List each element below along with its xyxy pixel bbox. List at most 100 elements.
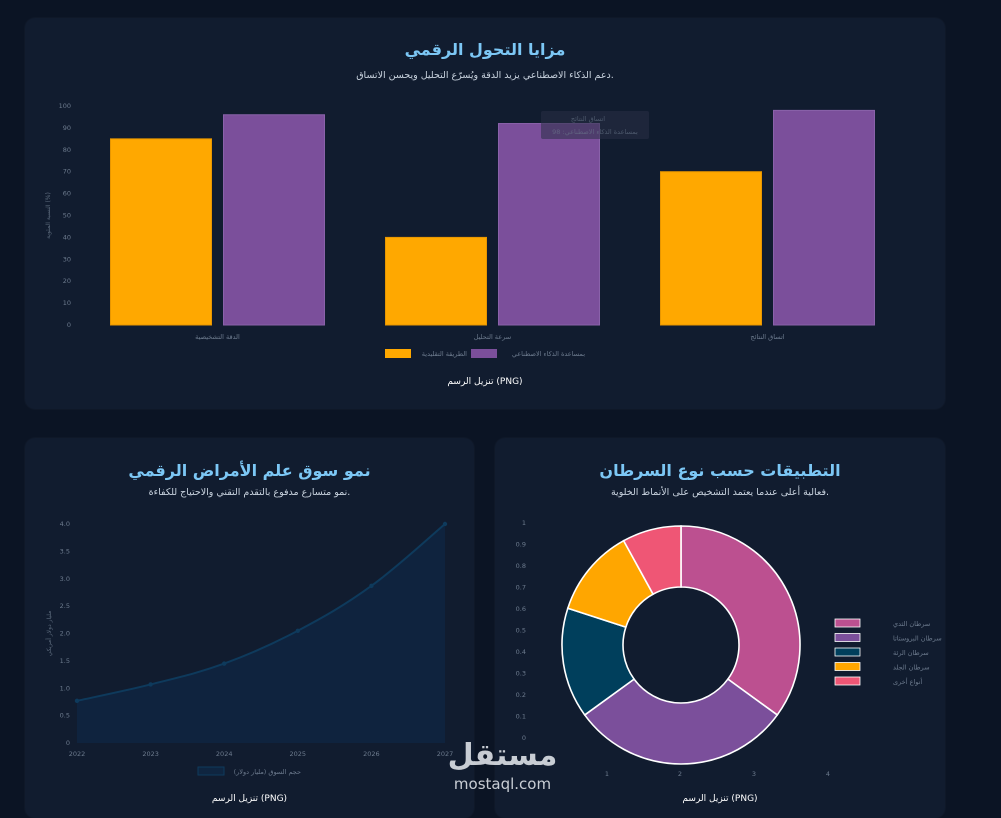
cancer-types-download-link[interactable]: تنزيل الرسم (PNG) — [682, 794, 758, 804]
bar — [498, 123, 600, 326]
benefits-title: مزايا التحول الرقمي — [404, 40, 566, 59]
x-tick-label: الدقة التشخيصية — [195, 333, 240, 341]
legend-swatch — [834, 647, 861, 657]
legend-label: أنواع أخرى — [893, 677, 922, 686]
x-tick-label: 2023 — [142, 750, 159, 758]
x-tick-label: 3 — [752, 770, 756, 778]
legend-swatch — [471, 349, 497, 358]
x-tick-label: 2027 — [437, 750, 454, 758]
y-tick-label: 0.5 — [516, 627, 526, 635]
legend-swatch — [834, 633, 861, 642]
y-tick-label: 100 — [59, 102, 71, 110]
legend-label: سرطان الثدي — [893, 620, 930, 628]
y-tick-label: 90 — [63, 124, 71, 132]
x-tick-label: 4 — [826, 770, 830, 778]
x-tick-label: 2022 — [69, 750, 86, 758]
data-point — [148, 682, 153, 687]
tooltip-box — [541, 111, 649, 139]
data-point — [295, 628, 300, 633]
y-tick-label: 80 — [63, 146, 71, 154]
legend-swatch — [834, 676, 861, 686]
bar — [223, 114, 325, 326]
watermark-latin: mostaql.com — [453, 775, 552, 793]
legend-label: سرطان الجلد — [893, 664, 930, 672]
market-growth-area-chart: 0 0.5 1.0 1.5 2.0 2.5 3.0 3.5 4.0 مليار دولار أمر… — [45, 520, 454, 776]
area-line — [76, 523, 446, 702]
y-tick-label: 0.7 — [516, 584, 526, 592]
watermark-arabic: مستقل — [447, 738, 558, 773]
donut-slice — [622, 525, 682, 596]
y-tick-label: 50 — [63, 212, 71, 220]
y-tick-label: 0.5 — [60, 712, 70, 720]
y-tick-label: 3.0 — [60, 575, 70, 583]
x-tick-label: 2024 — [216, 750, 233, 758]
y-tick-label: 0 — [67, 321, 71, 329]
legend-swatch — [197, 766, 225, 776]
mostaql-watermark: مستقل mostaql.com — [440, 738, 565, 798]
legend-label: سرطان البروستاتا — [893, 635, 942, 643]
market-growth-title: نمو سوق علم الأمراض الرقمي — [128, 461, 371, 480]
x-tick-label: 2 — [678, 770, 682, 778]
y-tick-label: 0 — [522, 734, 526, 742]
y-tick-label: 30 — [63, 255, 71, 263]
y-tick-label: 2.5 — [60, 602, 70, 610]
x-tick-label: 1 — [605, 770, 609, 778]
y-tick-label: 1 — [522, 519, 526, 527]
y-tick-label: 0.8 — [516, 562, 526, 570]
x-tick-label: 2025 — [290, 750, 307, 758]
legend-swatch — [834, 618, 861, 628]
area-fill — [77, 524, 445, 743]
legend-label: بمساعدة الذكاء الاصطناعي — [512, 350, 585, 358]
data-point — [222, 661, 227, 666]
data-point — [369, 583, 374, 589]
y-tick-label: 1.0 — [60, 684, 70, 692]
legend-swatch — [834, 662, 861, 671]
cancer-types-subtitle: فعالية أعلى عندما يعتمد التشخيص على الأن… — [610, 487, 830, 498]
y-tick-label: 0.9 — [516, 541, 526, 549]
bar — [385, 236, 487, 326]
cancer-types-donut-chart: 0 0.1 0.2 0.3 0.4 0.5 0.6 0.7 0.8 0.9 1 1 2 3 4 سرطان ا… — [516, 519, 942, 778]
bar — [660, 171, 762, 326]
tooltip-title: اتساق النتائج — [571, 115, 605, 123]
y-axis-label: النسبة المئوية (%) — [45, 192, 52, 239]
y-tick-label: 2.0 — [60, 630, 70, 638]
cancer-types-card: التطبيقات حسب نوع السرطان فعالية أعلى عن… — [495, 438, 945, 818]
legend-label: الطريقة التقليدية — [422, 350, 467, 358]
bar — [773, 109, 875, 326]
cancer-types-title: التطبيقات حسب نوع السرطان — [599, 461, 841, 480]
y-tick-label: 4.0 — [60, 520, 70, 528]
donut-slice — [583, 677, 779, 765]
legend-label: حجم السوق (مليار دولار) — [234, 768, 301, 776]
y-tick-label: 0.2 — [516, 691, 526, 699]
market-growth-subtitle: نمو متسارع مدفوع بالتقدم التقني والاحتيا… — [148, 487, 351, 498]
legend-swatch — [385, 349, 411, 358]
y-tick-label: 40 — [63, 233, 71, 241]
bar — [110, 138, 212, 326]
x-tick-label: اتساق النتائج — [750, 333, 784, 341]
data-point — [74, 698, 80, 704]
y-tick-label: 0.3 — [516, 670, 526, 678]
y-tick-label: 0.1 — [516, 713, 526, 721]
benefits-bar-chart: 0 10 20 30 40 50 60 70 80 90 100 النسبة المئوية (%)… — [45, 102, 875, 358]
legend-label: سرطان الرئة — [893, 649, 929, 657]
y-tick-label: 0.6 — [516, 605, 526, 613]
y-tick-label: 70 — [63, 168, 71, 176]
market-growth-download-link[interactable]: تنزيل الرسم (PNG) — [211, 794, 288, 804]
y-tick-label: 0.4 — [516, 648, 526, 656]
y-tick-label: 10 — [63, 299, 71, 307]
benefits-subtitle: دعم الذكاء الاصطناعي يزيد الدقة ويُسرّع … — [356, 70, 614, 81]
x-tick-label: 2026 — [363, 750, 380, 758]
donut-slice — [680, 525, 801, 717]
y-tick-label: 0 — [66, 739, 70, 747]
tooltip-body: بمساعدة الذكاء الاصطناعي: 98 — [552, 128, 638, 136]
market-growth-card: نمو سوق علم الأمراض الرقمي نمو متسارع مد… — [25, 438, 474, 818]
y-tick-label: 60 — [63, 190, 71, 198]
y-tick-label: 3.5 — [60, 547, 70, 555]
benefits-card: مزايا التحول الرقمي دعم الذكاء الاصطناعي… — [25, 18, 945, 409]
y-tick-label: 1.5 — [60, 657, 70, 665]
y-tick-label: 20 — [63, 277, 71, 285]
benefits-download-link[interactable]: تنزيل الرسم (PNG) — [447, 377, 523, 387]
data-point — [442, 521, 448, 527]
x-tick-label: سرعة التحليل — [474, 333, 511, 341]
y-axis-label: مليار دولار أمريكي — [45, 611, 53, 657]
